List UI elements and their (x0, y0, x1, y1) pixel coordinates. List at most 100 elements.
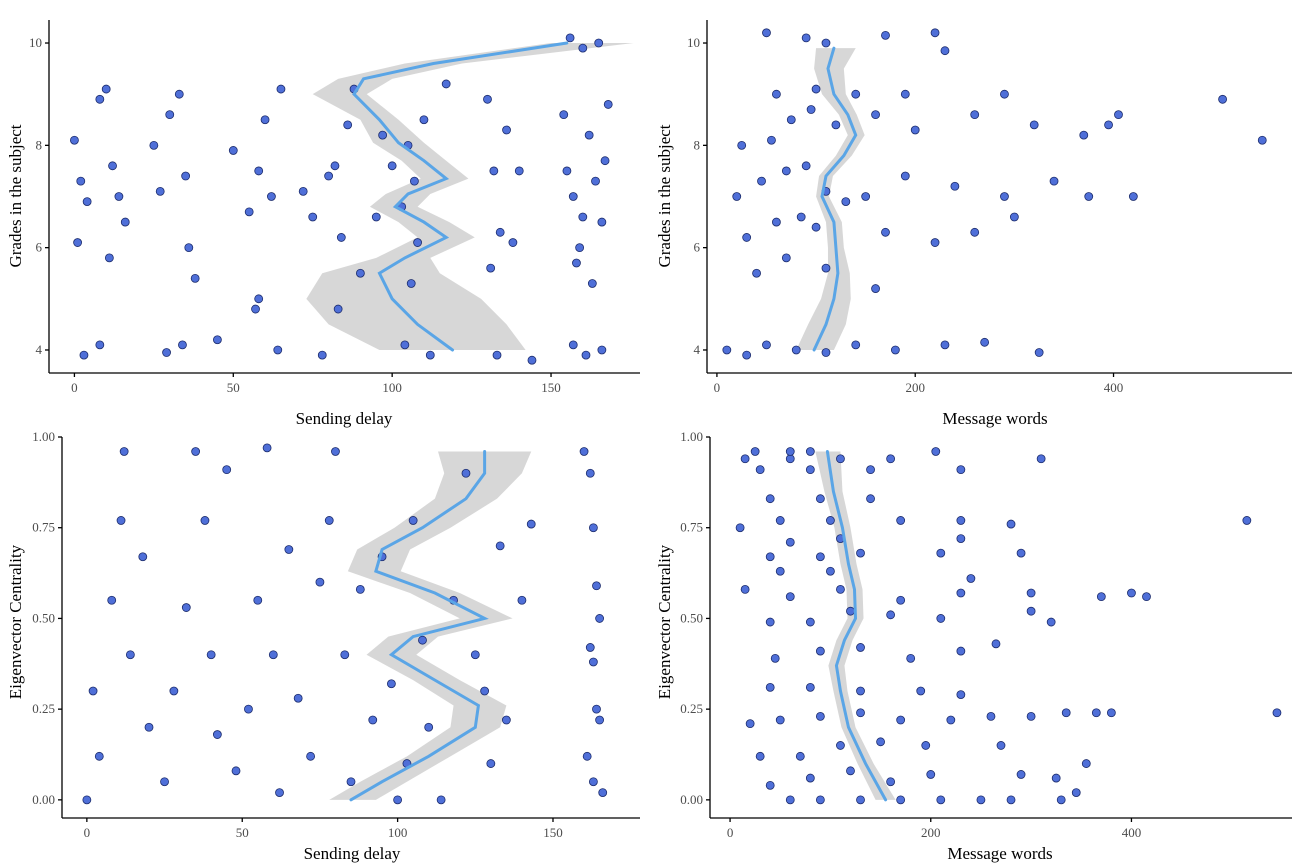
data-point (88, 686, 98, 696)
data-point (956, 690, 966, 700)
data-point (856, 708, 865, 718)
data-point (801, 161, 811, 171)
data-point (222, 465, 232, 475)
data-point (315, 577, 325, 587)
data-point (821, 38, 831, 48)
data-point (597, 217, 607, 227)
data-point (976, 795, 986, 805)
data-point (336, 233, 346, 242)
data-point (1272, 708, 1282, 718)
panel-centrality-vs-message-words: Message words Eigenvector Centrality 0 20… (655, 429, 1292, 863)
y-tick-label: 1.00 (680, 429, 703, 444)
data-point (355, 585, 365, 594)
data-point (155, 186, 165, 196)
data-point (597, 345, 607, 355)
data-point (1081, 759, 1091, 768)
data-point (785, 447, 795, 456)
data-point (775, 516, 785, 525)
y-tick-label: 0.00 (680, 792, 703, 807)
data-point (886, 610, 896, 620)
data-point (588, 777, 598, 787)
data-point (1000, 192, 1009, 201)
data-point (603, 100, 613, 109)
data-point (826, 566, 835, 576)
data-point (527, 355, 537, 365)
data-point (495, 227, 505, 237)
data-point (273, 345, 283, 355)
data-point (1061, 708, 1071, 718)
x-tick-label: 200 (921, 825, 941, 840)
data-point (231, 766, 241, 776)
data-point (881, 227, 890, 237)
data-point (772, 217, 781, 227)
data-point (826, 516, 835, 525)
data-point (492, 350, 502, 360)
x-tick-label: 400 (1122, 825, 1142, 840)
data-point (1242, 516, 1252, 525)
data-point (588, 657, 598, 667)
y-axis-label: Grades in the subject (655, 124, 674, 267)
x-axis-label: Sending delay (296, 409, 393, 428)
data-point (1142, 592, 1151, 602)
y-tick-label: 6 (694, 240, 701, 255)
data-point (95, 340, 105, 350)
data-point (811, 222, 821, 232)
data-point (343, 120, 353, 130)
data-point (762, 28, 771, 38)
data-point (841, 197, 851, 207)
data-point (871, 284, 880, 293)
data-point (762, 340, 771, 350)
data-point (107, 595, 117, 605)
data-point (244, 207, 254, 217)
data-point (387, 161, 397, 171)
x-tick-label: 50 (227, 380, 240, 395)
data-point (815, 494, 825, 504)
data-point (795, 751, 805, 761)
panel-centrality-vs-sending-delay: Sending delay Eigenvector Centrality 0 50… (6, 429, 640, 863)
data-point (936, 548, 946, 558)
data-point (1114, 110, 1123, 120)
data-point (781, 253, 791, 263)
data-point (1029, 120, 1039, 130)
data-point (324, 171, 334, 181)
data-point (876, 737, 885, 747)
data-point (1096, 592, 1106, 602)
data-point (378, 130, 388, 140)
data-point (495, 541, 505, 551)
data-point (785, 592, 795, 602)
data-point (916, 686, 926, 696)
data-point (400, 340, 410, 350)
data-point (582, 751, 592, 761)
data-point (514, 166, 524, 176)
data-point (413, 238, 422, 247)
data-point (956, 465, 966, 475)
data-point (956, 534, 966, 543)
x-tick-label: 0 (714, 380, 721, 395)
data-point (598, 788, 608, 797)
y-tick-label: 0.75 (32, 520, 55, 535)
data-point (786, 115, 796, 125)
data-point (340, 650, 350, 660)
x-tick-label: 400 (1104, 380, 1124, 395)
data-point (740, 585, 750, 594)
data-point (424, 722, 434, 732)
data-point (956, 588, 966, 598)
data-point (501, 715, 511, 725)
data-point (846, 606, 855, 616)
data-point (866, 494, 875, 504)
data-point (116, 516, 126, 525)
data-point (486, 759, 496, 768)
data-point (1128, 192, 1138, 201)
data-point (1026, 606, 1036, 616)
data-point (191, 447, 201, 456)
data-point (896, 795, 906, 805)
data-point (410, 176, 419, 186)
data-point (980, 337, 990, 347)
data-point (775, 715, 785, 725)
data-point (785, 795, 795, 805)
data-point (805, 465, 815, 475)
data-point (851, 89, 861, 99)
data-point (906, 653, 916, 663)
data-point (317, 350, 327, 360)
